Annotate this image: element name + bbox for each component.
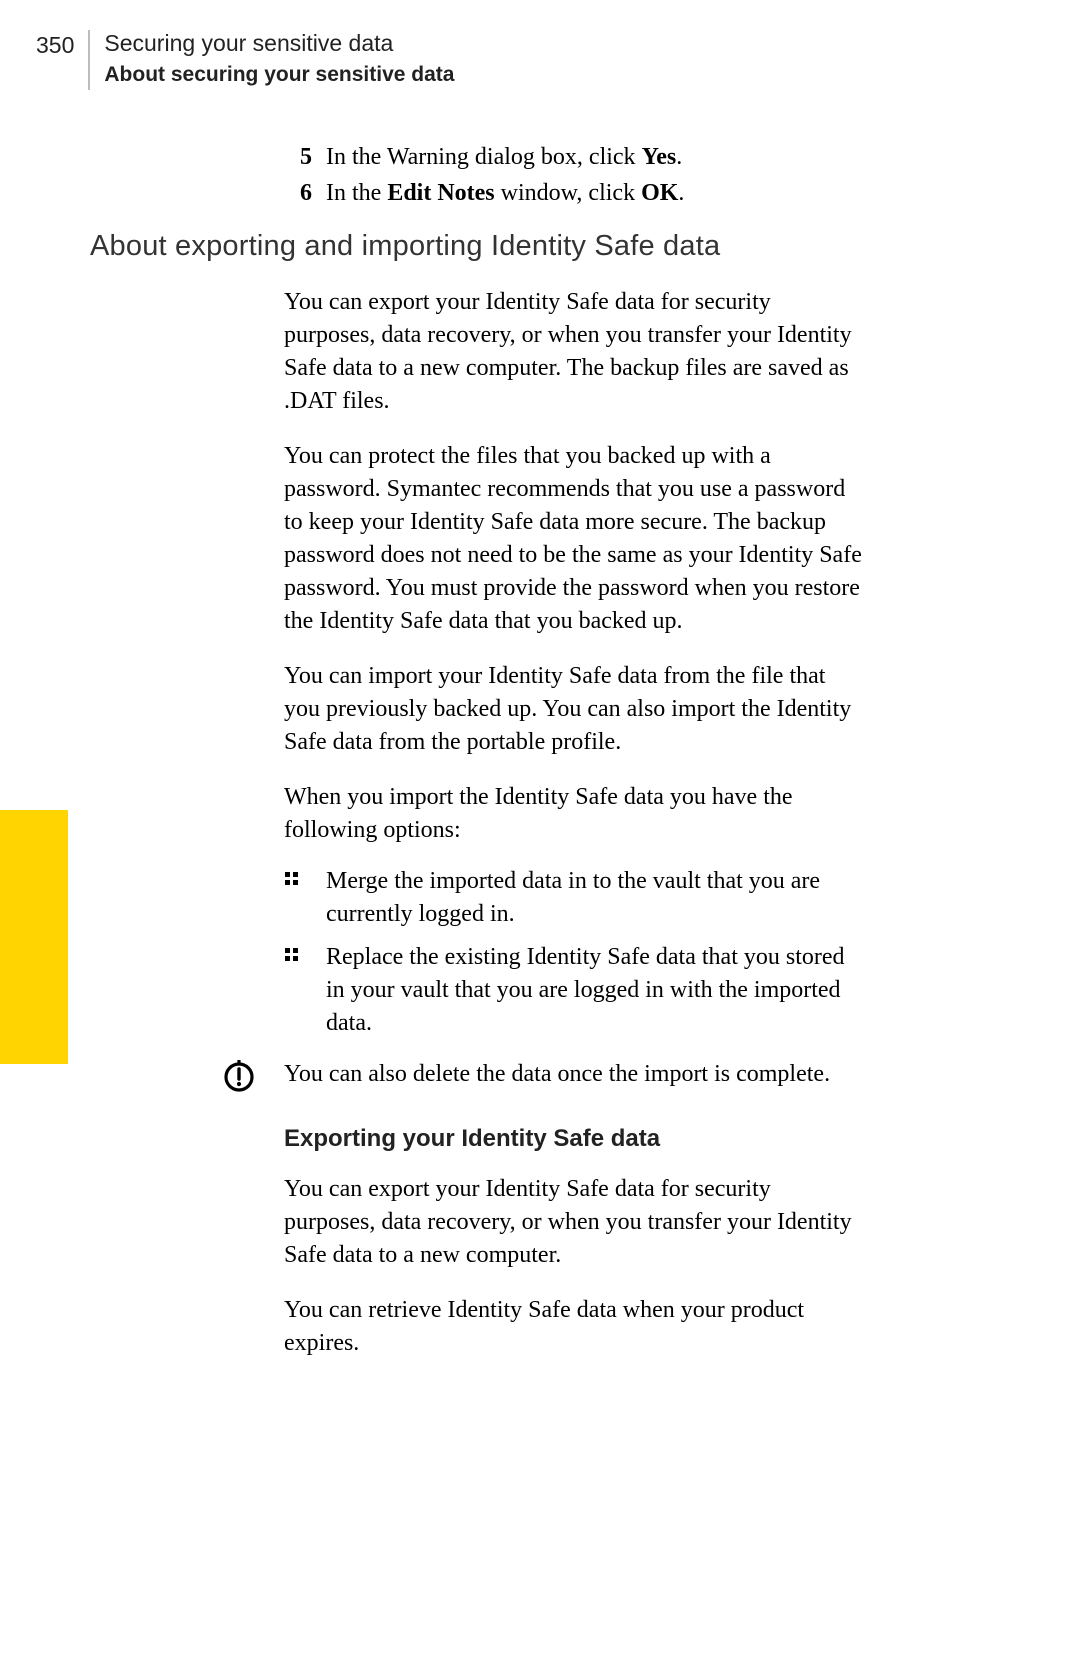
list-item: Replace the existing Identity Safe data … — [284, 941, 864, 1040]
note-text: You can also delete the data once the im… — [284, 1058, 830, 1091]
page: 350 Securing your sensitive data About s… — [0, 0, 1080, 1680]
step-post: . — [678, 180, 684, 206]
paragraph: When you import the Identity Safe data y… — [284, 781, 864, 847]
step-post: . — [676, 144, 682, 170]
step-pre: In the Warning dialog box, click — [326, 144, 642, 170]
subheading: Exporting your Identity Safe data — [284, 1125, 864, 1153]
thumb-tab — [0, 810, 68, 1064]
list-item-text: Merge the imported data in to the vault … — [326, 865, 864, 931]
step-mid: window, click — [495, 180, 641, 206]
warning-icon — [222, 1060, 256, 1094]
header-text: Securing your sensitive data About secur… — [104, 30, 454, 87]
header-divider — [88, 30, 90, 90]
header-section-bold: About securing your sensitive data — [104, 63, 454, 87]
step-6: 6 In the Edit Notes window, click OK. — [284, 176, 864, 210]
paragraph: You can protect the files that you backe… — [284, 440, 864, 638]
step-5: 5 In the Warning dialog box, click Yes. — [284, 140, 864, 174]
step-text: In the Edit Notes window, click OK. — [326, 176, 684, 210]
step-bold: Edit Notes — [387, 180, 494, 206]
paragraph: You can export your Identity Safe data f… — [284, 286, 864, 418]
step-pre: In the — [326, 180, 387, 206]
numbered-steps: 5 In the Warning dialog box, click Yes. … — [284, 140, 864, 212]
body-content: You can export your Identity Safe data f… — [284, 286, 864, 1382]
note: You can also delete the data once the im… — [284, 1058, 864, 1091]
header-chapter: Securing your sensitive data — [104, 30, 454, 57]
page-header: 350 Securing your sensitive data About s… — [36, 30, 454, 90]
step-text: In the Warning dialog box, click Yes. — [326, 140, 682, 174]
section-heading: About exporting and importing Identity S… — [90, 230, 720, 263]
paragraph: You can export your Identity Safe data f… — [284, 1173, 864, 1272]
step-bold: Yes — [642, 144, 677, 170]
list-item-text: Replace the existing Identity Safe data … — [326, 941, 864, 1040]
paragraph: You can retrieve Identity Safe data when… — [284, 1294, 864, 1360]
bullet-list: Merge the imported data in to the vault … — [284, 865, 864, 1040]
step-number: 5 — [284, 140, 326, 174]
page-number: 350 — [36, 30, 88, 59]
step-number: 6 — [284, 176, 326, 210]
list-item: Merge the imported data in to the vault … — [284, 865, 864, 931]
paragraph: You can import your Identity Safe data f… — [284, 660, 864, 759]
bullet-icon — [284, 941, 326, 1040]
step-bold2: OK — [641, 180, 678, 206]
bullet-icon — [284, 865, 326, 931]
